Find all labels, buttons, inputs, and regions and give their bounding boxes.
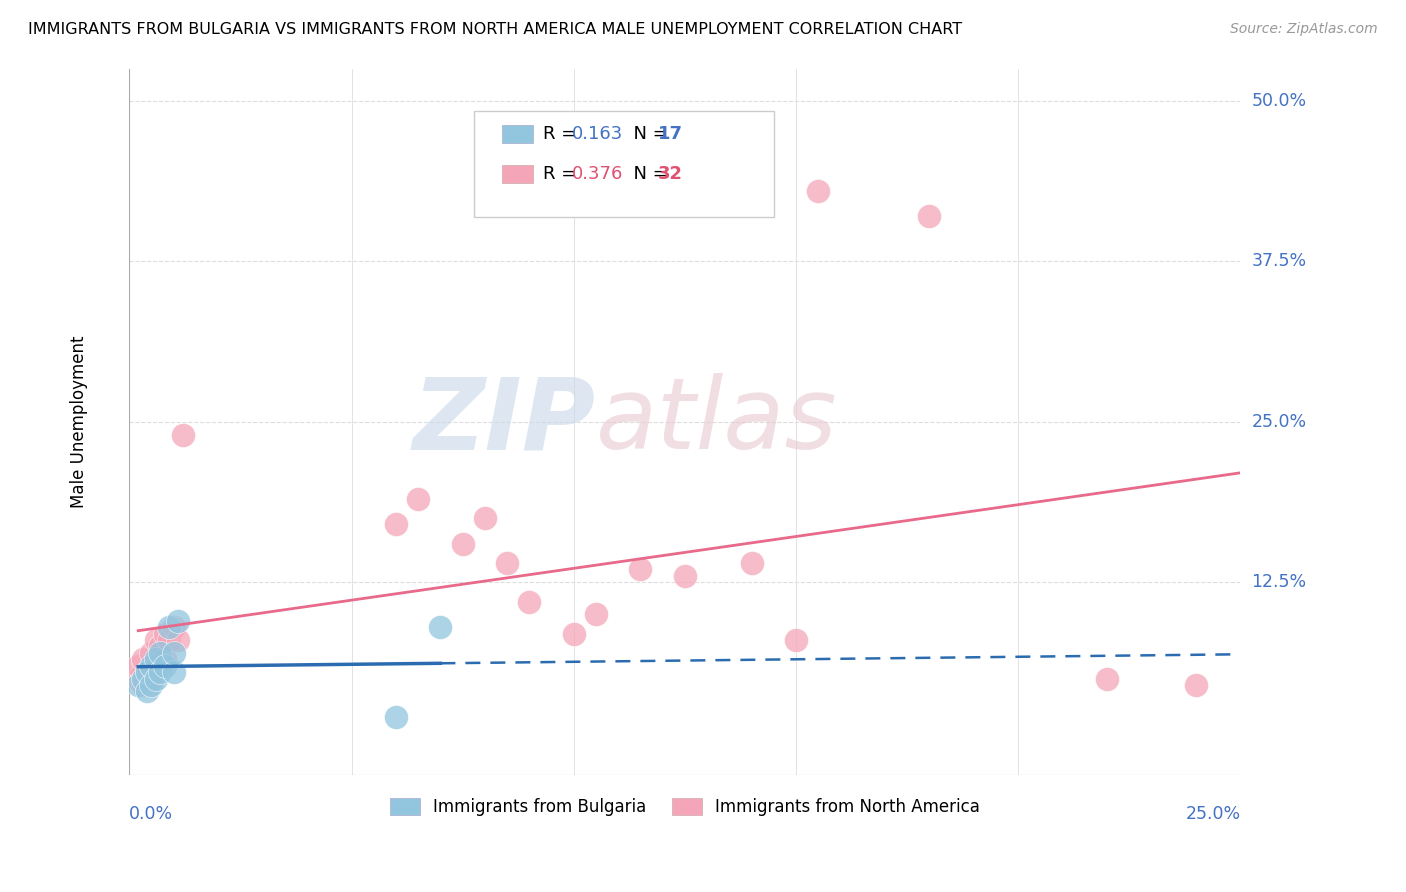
Point [562,626,585,640]
Point [167,614,190,628]
Text: ZIP: ZIP [413,373,596,470]
Point [385,710,408,724]
Point [136,665,159,680]
Text: IMMIGRANTS FROM BULGARIA VS IMMIGRANTS FROM NORTH AMERICA MALE UNEMPLOYMENT CORR: IMMIGRANTS FROM BULGARIA VS IMMIGRANTS F… [28,22,962,37]
Point [157,633,180,648]
Point [167,633,190,648]
Text: 17: 17 [658,125,683,144]
Point [163,646,186,660]
Point [136,665,159,680]
Point [429,620,451,634]
Text: R =: R = [543,125,582,144]
Point [740,556,762,570]
Legend: Immigrants from Bulgaria, Immigrants from North America: Immigrants from Bulgaria, Immigrants fro… [384,791,987,823]
Point [141,658,163,673]
Point [517,594,540,608]
Point [149,640,172,654]
Point [141,678,163,692]
Point [153,658,176,673]
Point [149,646,172,660]
Text: N =: N = [621,125,673,144]
Point [673,569,696,583]
Text: 12.5%: 12.5% [1251,574,1306,591]
Point [1185,678,1208,692]
Point [131,678,153,692]
Text: 32: 32 [658,166,683,184]
Text: 25.0%: 25.0% [1251,413,1306,431]
Point [496,556,519,570]
Point [172,427,194,442]
Point [157,620,180,634]
Point [474,511,496,525]
Point [385,517,408,532]
Point [628,562,651,576]
Text: 0.0%: 0.0% [129,805,173,823]
Point [127,658,149,673]
Point [153,652,176,666]
Point [163,620,186,634]
Point [141,672,163,686]
Text: 0.163: 0.163 [571,125,623,144]
Text: R =: R = [543,166,582,184]
Point [785,633,807,648]
Text: Source: ZipAtlas.com: Source: ZipAtlas.com [1230,22,1378,37]
Point [127,678,149,692]
FancyBboxPatch shape [502,125,533,143]
Point [918,209,941,223]
Text: atlas: atlas [596,373,838,470]
Point [145,672,167,686]
FancyBboxPatch shape [502,165,533,183]
Text: N =: N = [621,166,673,184]
Text: 50.0%: 50.0% [1251,92,1306,110]
Point [163,665,186,680]
FancyBboxPatch shape [474,111,773,217]
Point [136,684,159,698]
Point [153,626,176,640]
Point [141,646,163,660]
Point [807,184,830,198]
Point [406,491,429,506]
Point [131,672,153,686]
Text: 0.376: 0.376 [571,166,623,184]
Point [149,665,172,680]
Point [145,633,167,648]
Point [127,672,149,686]
Point [451,537,474,551]
Point [1095,672,1118,686]
Text: Male Unemployment: Male Unemployment [70,335,89,508]
Point [145,652,167,666]
Text: 37.5%: 37.5% [1251,252,1306,270]
Point [585,607,607,622]
Text: 25.0%: 25.0% [1185,805,1240,823]
Point [145,658,167,673]
Point [131,652,153,666]
